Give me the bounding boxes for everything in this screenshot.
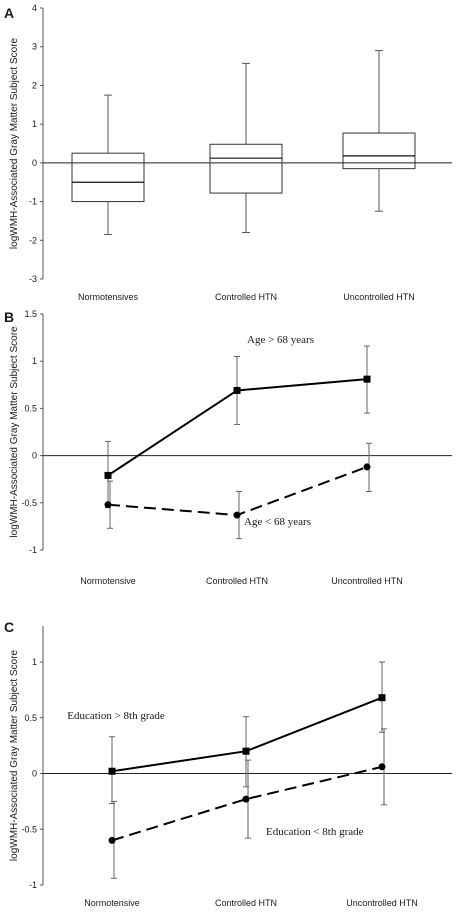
y-tick-label: 0 [32,769,37,779]
chart-panel-c: C -1 -0.5 0 0.5 1 logWMH-Associated Gray Matte… [4,619,452,908]
y-tick-label: -1 [29,880,37,890]
box-iqr [71,152,145,203]
x-category-label: Uncontrolled HTN [346,898,418,908]
series-annotation: Age < 68 years [244,516,311,528]
data-point [242,747,250,755]
x-category-label: Normotensives [78,292,139,302]
x-category-label: Controlled HTN [206,576,268,586]
box-iqr [342,132,416,170]
y-tick-label: 3 [32,42,37,52]
box-iqr [209,143,283,194]
y-tick-label: 0 [32,158,37,168]
box-plot [342,50,416,212]
y-tick-label: 0 [32,451,37,461]
x-category-label: Normotensive [80,576,136,586]
chart-panel-a: A -3 -2 -1 0 1 2 3 4 logWMH-Associated Gray Matte… [4,3,452,302]
y-tick-label: 1.5 [24,309,37,319]
series-line [111,765,383,842]
series-dashed: Age < 68 years [104,442,372,540]
data-point [108,836,116,844]
data-point [108,767,116,775]
y-tick-label: 4 [32,3,37,13]
box-plot [71,94,145,235]
y-tick-label: 2 [32,80,37,90]
data-point [104,471,112,479]
y-tick-label: -0.5 [21,498,37,508]
y-tick-label: 1 [32,119,37,129]
x-category-label: Controlled HTN [215,292,277,302]
series-annotation: Education > 8th grade [67,710,165,722]
data-point [378,763,386,771]
x-category-label: Uncontrolled HTN [331,576,403,586]
y-tick-label: 0.5 [24,713,37,723]
y-tick-label: 1 [32,657,37,667]
data-point [233,511,241,519]
x-category-label: Controlled HTN [215,898,277,908]
chart-panel-b: B -1 -0.5 0 0.5 1 1.5 logWMH-Associated Gray Ma… [4,309,452,586]
y-tick-label: -1 [29,545,37,555]
y-tick-label: -2 [29,235,37,245]
data-point [242,795,250,803]
x-category-label: Uncontrolled HTN [343,292,415,302]
series-solid: Education > 8th grade [67,661,386,805]
y-tick-label: 1 [32,356,37,366]
y-tick-label: -3 [29,274,37,284]
data-point [378,694,386,702]
data-point [104,501,112,509]
panel-label: C [4,619,14,635]
y-tick-label: -1 [29,197,37,207]
data-point [363,375,371,383]
y-axis-label: logWMH-Associated Gray Matter Subject Sc… [9,326,20,538]
box-plot [209,62,283,234]
x-category-label: Normotensive [84,898,140,908]
data-point [363,463,371,471]
series-dashed: Education < 8th grade [108,728,387,879]
panel-label: A [4,5,14,21]
y-axis-label: logWMH-Associated Gray Matter Subject Sc… [9,37,20,249]
y-tick-label: -0.5 [21,824,37,834]
y-tick-label: 0.5 [24,403,37,413]
y-axis-label: logWMH-Associated Gray Matter Subject Sc… [9,649,20,861]
series-solid: Age > 68 years [104,334,371,509]
series-annotation: Age > 68 years [247,334,314,346]
data-point [233,386,241,394]
series-annotation: Education < 8th grade [266,826,364,838]
panel-label: B [4,309,14,325]
